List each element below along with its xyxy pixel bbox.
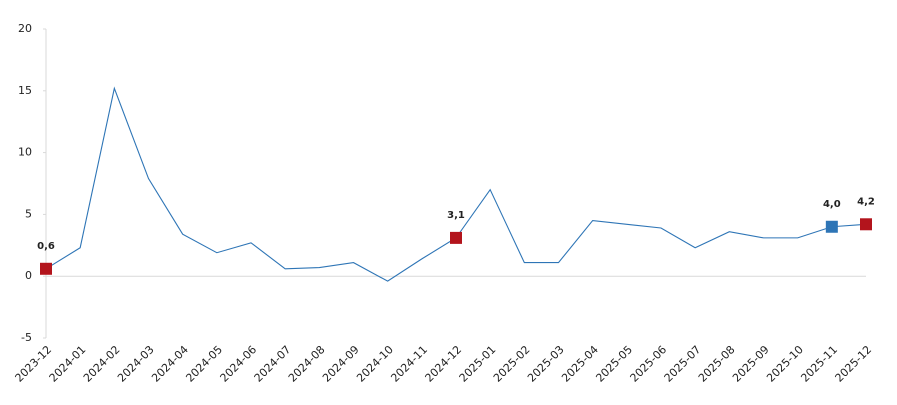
x-tick-label: 2025-10 [764, 343, 806, 385]
value-label: 4,2 [857, 196, 875, 207]
marker [825, 220, 838, 233]
x-tick-label: 2024-01 [47, 343, 89, 385]
x-tick-label: 2025-02 [491, 343, 533, 385]
marker [860, 218, 872, 231]
x-tick-label: 2024-03 [115, 343, 157, 385]
y-tick-label: 5 [25, 207, 32, 220]
x-tick-label: 2024-09 [320, 343, 362, 385]
x-tick-label: 2025-12 [833, 343, 875, 385]
y-tick-label: 15 [18, 84, 32, 97]
x-tick-label: 2024-12 [423, 343, 465, 385]
x-tick-label: 2025-06 [628, 343, 670, 385]
y-tick-label: -5 [21, 331, 32, 344]
x-tick-label: 2024-07 [252, 343, 294, 385]
value-label: 0,6 [37, 241, 55, 252]
x-tick-label: 2024-10 [354, 343, 396, 385]
x-tick-label: 2025-03 [525, 343, 567, 385]
y-tick-label: 10 [18, 146, 32, 159]
line [45, 86, 867, 282]
x-tick-label: 2024-11 [388, 343, 430, 385]
x-tick-label: 2024-04 [149, 343, 191, 385]
value-label: 3,1 [447, 210, 465, 221]
x-tick-label: 2024-05 [183, 343, 225, 385]
x-tick-label: 2025-04 [559, 343, 601, 385]
x-tick-label: 2025-05 [593, 343, 635, 385]
x-tick-label: 2025-07 [662, 343, 704, 385]
x-tick-label: 2023-12 [13, 343, 55, 385]
x-tick-label: 2025-11 [798, 343, 840, 385]
x-tick-label: 2024-02 [81, 343, 123, 385]
marker [450, 231, 462, 244]
y-tick-label: 20 [18, 22, 32, 35]
x-tick-label: 2025-08 [696, 343, 738, 385]
x-tick-label: 2024-08 [286, 343, 328, 385]
y-tick-label: 0 [25, 269, 32, 282]
x-tick-label: 2024-06 [218, 343, 260, 385]
marker [40, 262, 52, 275]
x-tick-label: 2025-09 [730, 343, 772, 385]
value-label: 4,0 [823, 199, 841, 210]
x-tick-label: 2025-01 [457, 343, 499, 385]
